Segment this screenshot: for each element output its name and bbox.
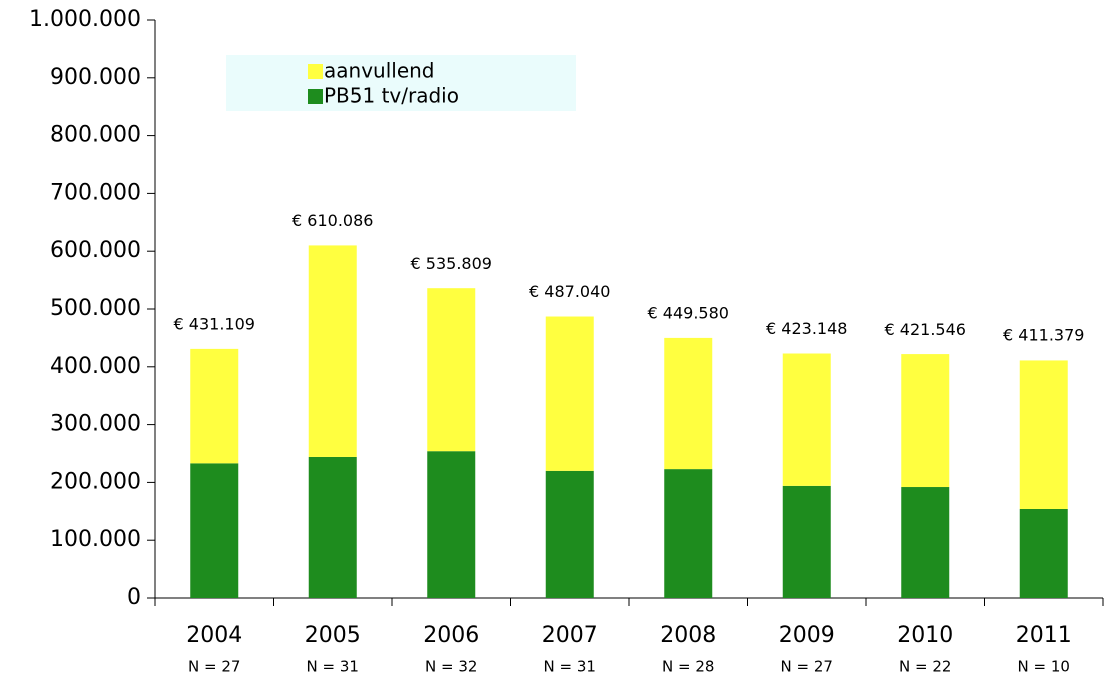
- bar-segment: [190, 463, 239, 598]
- x-tick-label: 2011: [1016, 623, 1072, 648]
- total-label: € 423.148: [766, 319, 847, 338]
- bar-segment: [308, 456, 357, 598]
- bar-segment: [308, 245, 357, 457]
- bar-segment: [190, 348, 239, 464]
- x-tick-label: 2007: [542, 623, 598, 648]
- total-label: € 610.086: [292, 211, 373, 230]
- n-label: N = 27: [188, 658, 240, 676]
- legend-label: aanvullend: [324, 59, 435, 83]
- total-label: € 421.546: [885, 320, 966, 339]
- total-label: € 449.580: [648, 304, 729, 323]
- n-label: N = 31: [544, 658, 596, 676]
- n-label: N = 28: [662, 658, 714, 676]
- bar-segment: [427, 451, 476, 598]
- x-tick-label: 2008: [660, 623, 716, 648]
- x-tick-label: 2004: [186, 623, 242, 648]
- y-tick-label: 100.000: [50, 527, 141, 552]
- x-tick-label: 2009: [779, 623, 835, 648]
- bar-segment: [427, 288, 476, 452]
- n-label: N = 27: [781, 658, 833, 676]
- legend-label: PB51 tv/radio: [324, 84, 459, 108]
- bar-segment: [1019, 508, 1068, 598]
- n-label: N = 10: [1018, 658, 1070, 676]
- y-tick-label: 0: [127, 585, 141, 610]
- total-label: € 487.040: [529, 282, 610, 301]
- legend-swatch: [308, 89, 323, 104]
- y-tick-label: 600.000: [50, 238, 141, 263]
- legend-swatch: [308, 64, 323, 79]
- n-label: N = 31: [307, 658, 359, 676]
- bar-segment: [664, 337, 713, 470]
- bar-segment: [545, 470, 594, 598]
- y-tick-label: 700.000: [50, 180, 141, 205]
- bar-segment: [782, 485, 831, 598]
- x-tick-label: 2010: [897, 623, 953, 648]
- x-tick-label: 2006: [423, 623, 479, 648]
- legend-box: [226, 55, 576, 111]
- x-tick-label: 2005: [305, 623, 361, 648]
- bar-segment: [1019, 360, 1068, 509]
- y-tick-label: 400.000: [50, 354, 141, 379]
- y-tick-label: 800.000: [50, 123, 141, 148]
- y-tick-label: 200.000: [50, 469, 141, 494]
- n-label: N = 22: [899, 658, 951, 676]
- bar-segment: [545, 316, 594, 471]
- total-label: € 431.109: [174, 314, 255, 333]
- bar-segment: [901, 354, 950, 488]
- y-tick-label: 500.000: [50, 296, 141, 321]
- bar-segment: [664, 469, 713, 598]
- bar-segment: [782, 353, 831, 486]
- bar-segment: [901, 487, 950, 598]
- y-tick-label: 900.000: [50, 65, 141, 90]
- y-tick-label: 1.000.000: [29, 7, 141, 32]
- n-label: N = 32: [425, 658, 477, 676]
- total-label: € 535.809: [411, 254, 492, 273]
- total-label: € 411.379: [1003, 326, 1084, 345]
- y-tick-label: 300.000: [50, 412, 141, 437]
